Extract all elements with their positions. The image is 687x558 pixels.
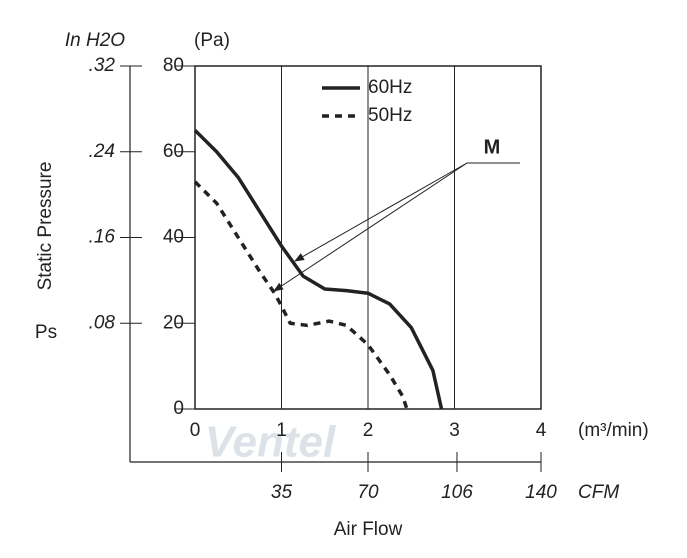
- x-tick-label: 1: [276, 420, 287, 441]
- y-tick-label: 20: [163, 312, 184, 333]
- y-tick-label: 60: [163, 141, 184, 162]
- x-tick-label: 3: [449, 420, 460, 441]
- x2-tick-label: 106: [441, 482, 473, 503]
- annotation-label: M: [484, 136, 501, 158]
- x-tick-label: 4: [536, 420, 547, 441]
- y-tick-label: 40: [163, 227, 184, 248]
- y2-tick-label: .24: [89, 141, 115, 162]
- x-unit: (m³/min): [578, 420, 649, 441]
- watermark: Ventel: [205, 418, 336, 467]
- x2-tick-label: 35: [271, 482, 293, 503]
- y-unit: (Pa): [194, 30, 230, 51]
- legend-label: 50Hz: [368, 105, 412, 126]
- legend-label: 60Hz: [368, 77, 412, 98]
- series-line: [193, 129, 444, 410]
- y2-unit: In H2O: [65, 30, 125, 51]
- x-tick-label: 2: [363, 420, 374, 441]
- x2-unit: CFM: [578, 482, 619, 503]
- y2-tick-label: .16: [89, 227, 116, 248]
- annotation-arrow: [294, 162, 468, 262]
- x2-tick-label: 70: [357, 482, 379, 503]
- annotation-arrow: [273, 162, 468, 292]
- y2-tick-label: .32: [89, 55, 116, 76]
- x2-tick-label: 140: [525, 482, 557, 503]
- y2-tick-label: .08: [89, 312, 116, 333]
- x-tick-label: 0: [190, 420, 201, 441]
- y-tick-label: 80: [163, 55, 184, 76]
- y-axis-title: Static Pressure: [35, 162, 56, 291]
- x-axis-title: Air Flow: [334, 519, 403, 540]
- series-line: [193, 180, 409, 410]
- y-axis-symbol: Ps: [35, 322, 57, 343]
